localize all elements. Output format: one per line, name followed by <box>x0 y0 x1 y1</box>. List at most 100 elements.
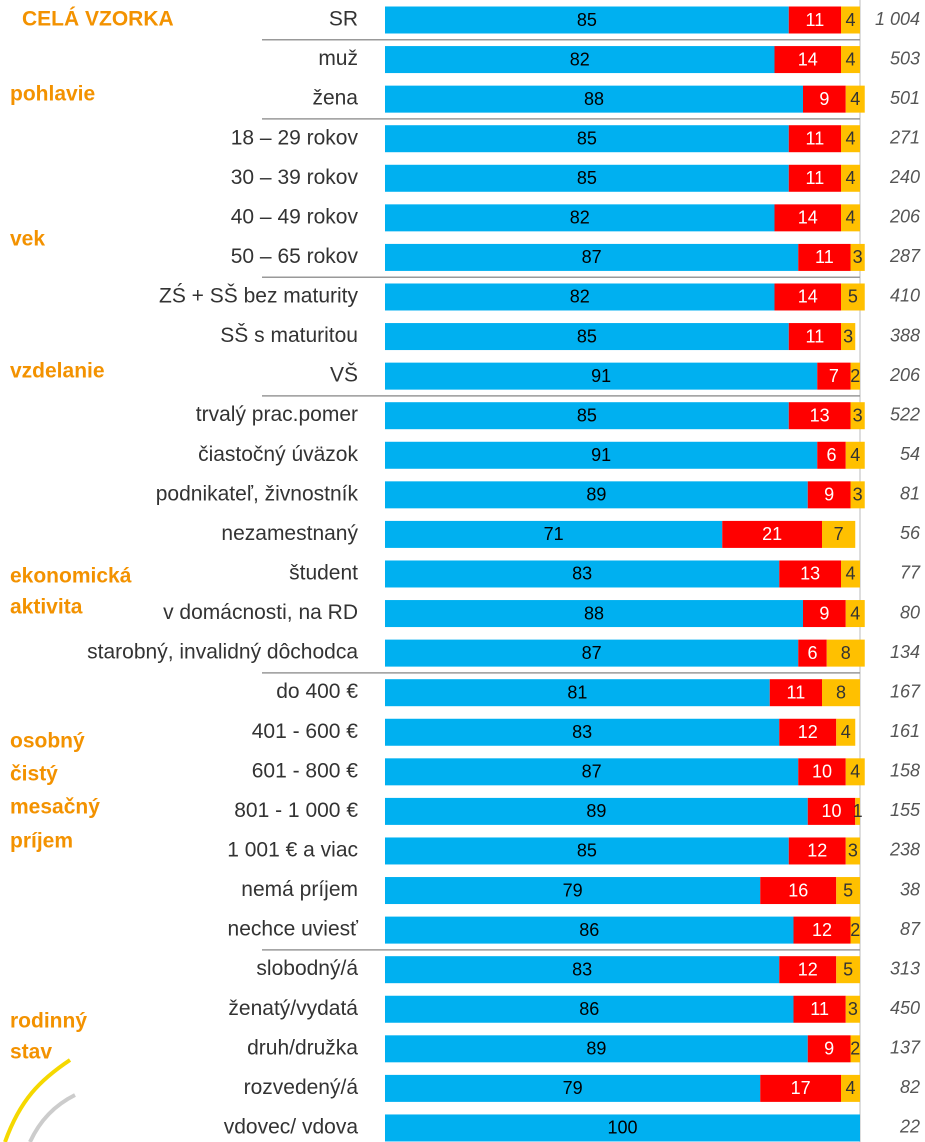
value-label: 89 <box>586 485 606 505</box>
bar-segment <box>779 956 837 984</box>
value-label: 11 <box>806 168 825 188</box>
bar-segment <box>788 125 841 153</box>
value-label: 7 <box>834 524 844 544</box>
bar-segment <box>803 600 846 628</box>
group-label: rodinný <box>10 1010 87 1033</box>
category-label: trvalý prac.pomer <box>196 403 358 426</box>
bar-segment <box>836 956 860 984</box>
bar-segment <box>788 164 841 192</box>
value-label: 2 <box>850 366 860 386</box>
value-label: 85 <box>577 168 597 188</box>
value-label: 83 <box>572 959 592 979</box>
value-label: 4 <box>850 445 860 465</box>
bar-segment <box>788 323 841 351</box>
bar-segment <box>807 1035 851 1063</box>
bar-segment <box>774 46 841 74</box>
count-label: 77 <box>900 563 921 583</box>
category-label: 50 – 65 rokov <box>231 245 359 268</box>
count-label: 161 <box>890 721 920 741</box>
category-label: študent <box>289 562 358 585</box>
bar-segment <box>385 1074 761 1102</box>
count-label: 410 <box>890 286 920 306</box>
bar-segment <box>385 85 803 113</box>
category-label: vdovec/ vdova <box>224 1116 359 1139</box>
bar-segment <box>760 1074 841 1102</box>
bar-segment <box>845 758 865 786</box>
category-label: 601 - 800 € <box>252 759 359 782</box>
category-label: nezamestnaný <box>221 522 358 545</box>
value-label: 9 <box>819 603 829 623</box>
bar-segment <box>822 520 856 548</box>
value-label: 81 <box>567 682 587 702</box>
value-label: 3 <box>853 247 863 267</box>
count-label: 38 <box>900 879 920 899</box>
value-label: 4 <box>850 89 860 109</box>
category-label: ZŚ + SŠ bez maturity <box>159 284 358 308</box>
bar-segment <box>385 402 789 430</box>
count-label: 81 <box>900 484 920 504</box>
value-label: 83 <box>572 564 592 584</box>
category-label: SŠ s maturitou <box>220 324 358 347</box>
count-label: 313 <box>890 958 920 978</box>
value-label: 14 <box>798 287 818 307</box>
bar-segment <box>855 797 860 825</box>
count-label: 82 <box>900 1077 920 1097</box>
count-label: 1 004 <box>875 9 920 29</box>
value-label: 11 <box>806 10 825 30</box>
category-label: 18 – 29 rokov <box>231 126 359 149</box>
value-label: 79 <box>563 880 583 900</box>
bar-segment <box>385 837 789 865</box>
bar-segment <box>807 797 856 825</box>
category-label: ženatý/vydatá <box>228 997 358 1020</box>
category-label: 30 – 39 rokov <box>231 166 359 189</box>
bar-segment <box>845 600 865 628</box>
value-label: 87 <box>582 762 602 782</box>
bar-segment <box>850 402 865 430</box>
value-label: 82 <box>570 49 590 69</box>
value-label: 4 <box>850 603 860 623</box>
category-label: 401 - 600 € <box>252 720 359 743</box>
bar-segment <box>793 995 846 1023</box>
value-label: 10 <box>821 801 841 821</box>
bar-segment <box>841 1074 860 1102</box>
value-label: 12 <box>812 920 832 940</box>
value-label: 2 <box>850 1039 860 1059</box>
group-label: pohlavie <box>10 83 95 106</box>
bar-segment <box>760 877 837 905</box>
value-label: 4 <box>845 168 855 188</box>
bar-segment <box>385 718 780 746</box>
value-label: 1 <box>853 801 863 821</box>
value-label: 3 <box>848 841 858 861</box>
value-label: 88 <box>584 89 604 109</box>
count-label: 501 <box>890 88 920 108</box>
bar-segment <box>385 758 799 786</box>
bar-segment <box>385 6 789 34</box>
count-label: 158 <box>890 761 920 781</box>
count-label: 450 <box>890 998 920 1018</box>
category-label: starobný, invalidný dôchodca <box>87 641 358 664</box>
bar-segment <box>385 916 794 944</box>
bar-segment <box>841 323 856 351</box>
category-label: 1 001 € a viac <box>227 839 358 862</box>
value-label: 21 <box>762 524 782 544</box>
value-label: 4 <box>845 208 855 228</box>
count-label: 503 <box>890 48 920 68</box>
value-label: 89 <box>586 801 606 821</box>
value-label: 6 <box>807 643 817 663</box>
value-label: 85 <box>577 128 597 148</box>
logo <box>3 1058 76 1142</box>
value-label: 7 <box>829 366 839 386</box>
bar-segment <box>385 956 780 984</box>
bar-segment <box>836 877 860 905</box>
bar-segment <box>826 639 865 667</box>
value-label: 82 <box>570 208 590 228</box>
bar-segment <box>385 243 799 271</box>
count-label: 271 <box>889 127 920 147</box>
value-label: 3 <box>843 326 853 346</box>
value-label: 85 <box>577 405 597 425</box>
value-label: 12 <box>798 722 818 742</box>
group-label: vek <box>10 228 45 251</box>
count-label: 287 <box>889 246 921 266</box>
bar-segment <box>385 877 761 905</box>
